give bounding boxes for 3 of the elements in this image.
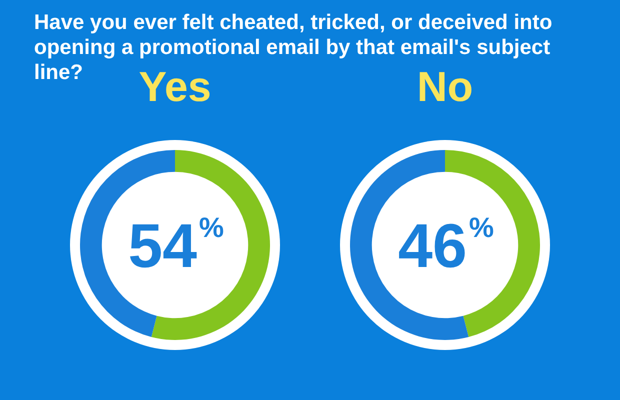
data-label: 54% bbox=[128, 212, 224, 281]
data-label: 46% bbox=[398, 212, 494, 281]
chart-title: No bbox=[416, 62, 474, 112]
